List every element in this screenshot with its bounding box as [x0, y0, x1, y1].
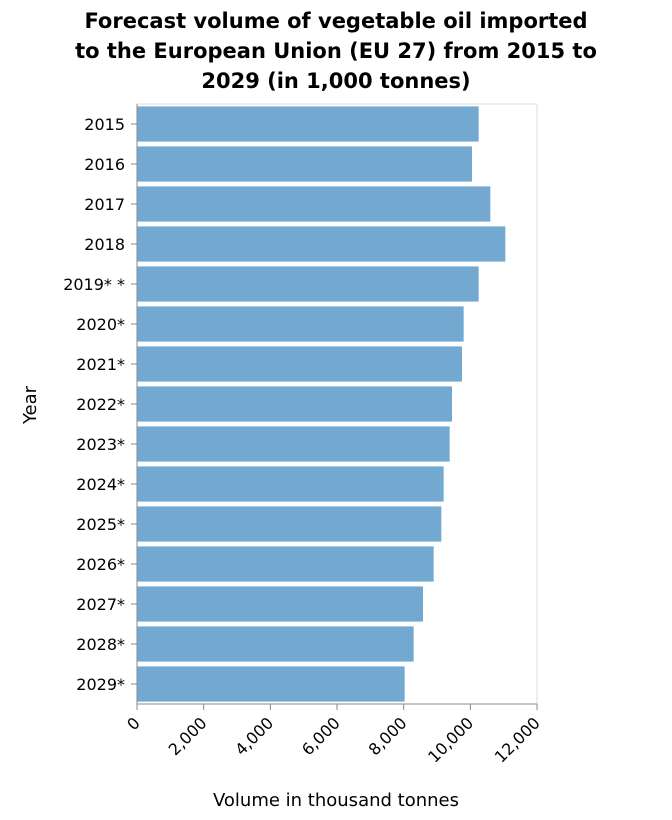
x-tick-label: 12,000 [491, 713, 544, 766]
y-tick-label: 2016 [84, 155, 125, 174]
bar-2018 [137, 226, 506, 262]
y-tick-label: 2025* [76, 515, 125, 534]
y-tick-label: 2021* [76, 355, 125, 374]
y-tick-label: 2029* [76, 675, 125, 694]
chart-title-line-2: to the European Union (EU 27) from 2015 … [75, 39, 597, 63]
bar-2015 [137, 106, 479, 142]
y-tick-label: 2026* [76, 555, 125, 574]
bar-2027 [137, 586, 423, 622]
bars-group [137, 106, 506, 702]
y-tick-label: 2019* * [63, 275, 125, 294]
y-tick-label: 2027* [76, 595, 125, 614]
bar-2017 [137, 186, 491, 222]
y-tick-label: 2015 [84, 115, 125, 134]
plot-frame [137, 103, 538, 704]
bar-2019 [137, 266, 479, 302]
bar-2023 [137, 426, 450, 462]
y-tick-label: 2020* [76, 315, 125, 334]
bar-2024 [137, 466, 444, 502]
y-tick-label: 2017 [84, 195, 125, 214]
bar-2022 [137, 386, 452, 422]
y-tick-label: 2024* [76, 475, 125, 494]
x-axis: 0 2,000 4,000 6,000 8,000 10,000 12,000 [123, 703, 544, 766]
x-axis-title: Volume in thousand tonnes [213, 790, 459, 811]
y-axis-title: Year [20, 385, 41, 425]
bar-2028 [137, 626, 414, 662]
x-tick-label: 8,000 [365, 713, 411, 759]
bar-2025 [137, 506, 442, 542]
y-tick-label: 2028* [76, 635, 125, 654]
bar-2016 [137, 146, 472, 182]
chart-title: Forecast volume of vegetable oil importe… [0, 6, 672, 96]
y-tick-label: 2018 [84, 235, 125, 254]
y-tick-label: 2022* [76, 395, 125, 414]
bar-2020 [137, 306, 464, 342]
x-tick-label: 0 [123, 713, 144, 734]
chart-title-line-3: 2029 (in 1,000 tonnes) [201, 69, 471, 93]
x-tick-label: 2,000 [165, 713, 211, 759]
y-tick-label: 2023* [76, 435, 125, 454]
bar-2029 [137, 666, 405, 702]
x-tick-label: 4,000 [231, 713, 277, 759]
y-axis: 2015 2016 2017 2018 2019* * 2020* 2021* 2022* 20… [63, 104, 138, 704]
x-tick-label: 10,000 [424, 713, 477, 766]
bar-2021 [137, 346, 462, 382]
chart-title-line-1: Forecast volume of vegetable oil importe… [84, 9, 588, 33]
x-tick-label: 6,000 [298, 713, 344, 759]
bar-2026 [137, 546, 434, 582]
